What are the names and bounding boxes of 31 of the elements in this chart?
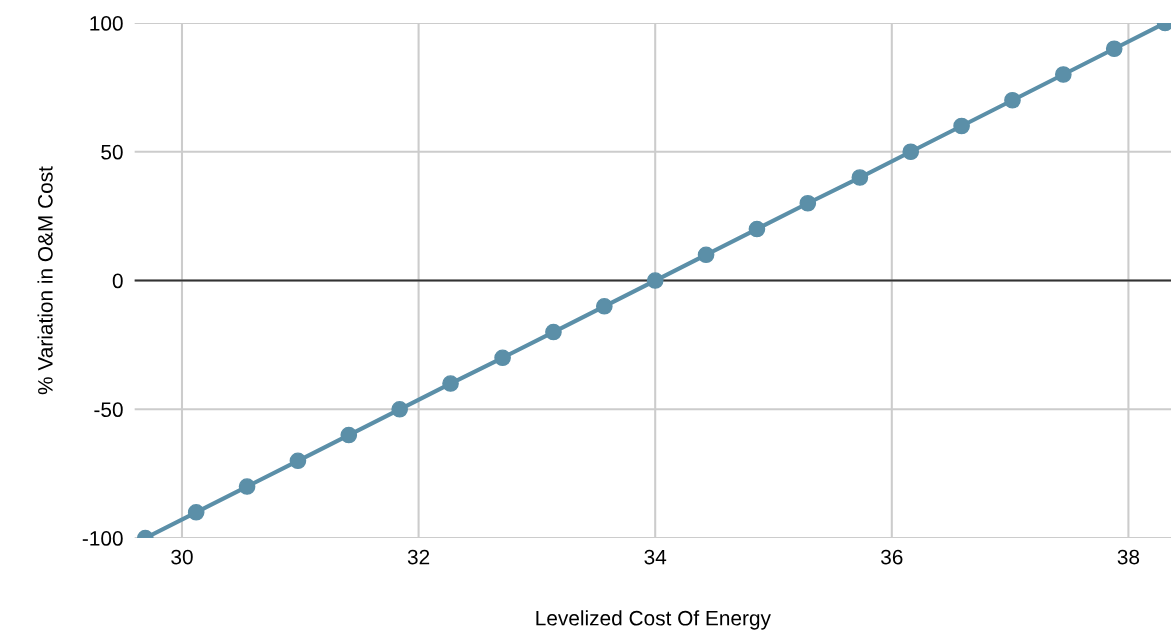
y-tick-label: 100: [90, 16, 123, 31]
point: [187, 503, 205, 521]
point: [391, 400, 408, 418]
point: [340, 426, 358, 444]
x-tick-label: 32: [407, 549, 430, 565]
x-tick-label: 36: [881, 549, 903, 565]
point: [902, 143, 920, 161]
y-tick-label: -100: [82, 531, 123, 546]
point: [851, 169, 869, 186]
point: [697, 246, 715, 264]
point: [953, 117, 970, 135]
point: [289, 452, 307, 470]
point: [238, 478, 256, 495]
point: [494, 349, 511, 367]
x-tick-label: 34: [644, 549, 667, 565]
point: [646, 272, 664, 289]
point: [442, 375, 459, 392]
y-tick-label: 0: [112, 273, 123, 289]
point: [1004, 91, 1021, 109]
x-tick-label: 38: [1117, 549, 1140, 565]
x-tick-label: 30: [171, 549, 193, 565]
y-tick-label: -50: [94, 402, 123, 418]
point: [595, 297, 613, 315]
point: [545, 323, 562, 341]
y-tick-label: 50: [101, 144, 123, 160]
x-axis-title: Levelized Cost Of Energy: [536, 610, 771, 630]
point: [1105, 40, 1123, 58]
y-axis-title: % Variation in O&M Cost: [37, 166, 53, 395]
point: [748, 220, 766, 238]
point: [1055, 66, 1072, 83]
point: [799, 194, 817, 212]
